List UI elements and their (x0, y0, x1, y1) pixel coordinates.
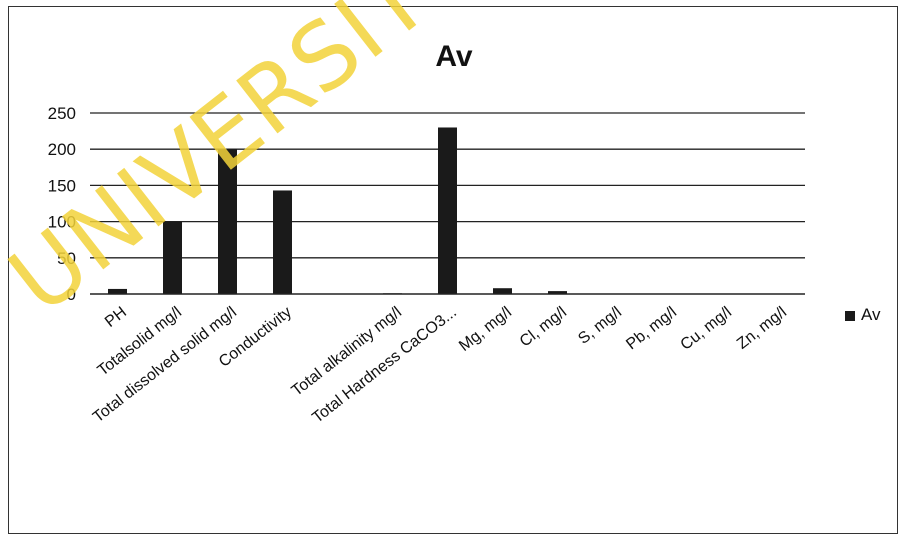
bar (438, 127, 457, 294)
bar (273, 190, 292, 294)
x-tick-label: Zn, mg/l (734, 304, 790, 353)
bars (108, 127, 567, 294)
legend: Av (845, 305, 881, 325)
bar (493, 288, 512, 294)
bar (108, 288, 127, 294)
y-tick-label: 100 (48, 213, 76, 232)
y-tick-labels: 0 50 100 150 200 250 (48, 104, 76, 304)
y-tick-label: 200 (48, 140, 76, 159)
y-tick-label: 50 (57, 249, 76, 268)
legend-label: Av (861, 305, 881, 324)
y-tick-label: 150 (48, 176, 76, 195)
x-tick-label: Pb, mg/l (623, 304, 680, 354)
bar (218, 149, 237, 294)
x-tick-label: S, mg/l (575, 304, 625, 348)
x-tick-label: PH (102, 304, 130, 331)
y-tick-label: 0 (67, 285, 76, 304)
x-tick-label: Cu, mg/l (678, 304, 735, 354)
bar (548, 291, 567, 294)
bar (163, 221, 182, 294)
legend-swatch (845, 310, 855, 321)
chart-title: Av (435, 40, 473, 73)
x-tick-label: Mg, mg/l (456, 304, 515, 355)
x-tick-label: Cl, mg/l (517, 304, 570, 351)
y-tick-label: 250 (48, 104, 76, 123)
